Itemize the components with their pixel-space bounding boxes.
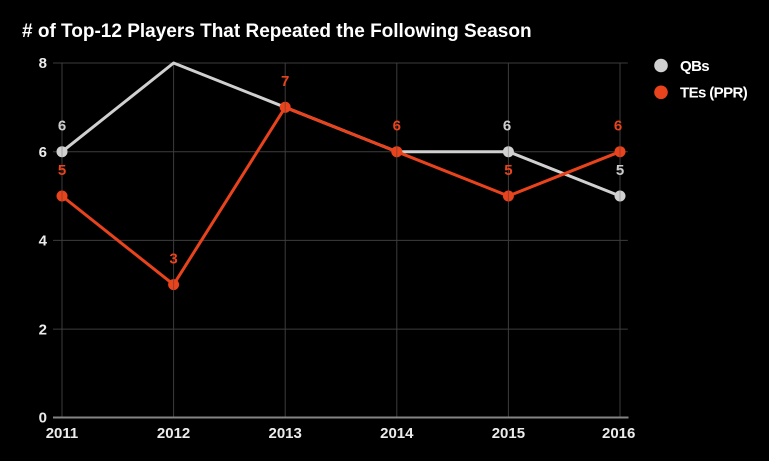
svg-text:5: 5 — [616, 162, 624, 179]
svg-text:# of Top-12 Players That Repea: # of Top-12 Players That Repeated the Fo… — [22, 21, 532, 42]
svg-text:2012: 2012 — [157, 425, 190, 442]
svg-text:6: 6 — [393, 118, 401, 135]
svg-text:3: 3 — [169, 250, 177, 267]
svg-text:6: 6 — [614, 118, 622, 135]
svg-text:2015: 2015 — [492, 425, 525, 442]
svg-text:2: 2 — [39, 321, 47, 338]
svg-text:2011: 2011 — [46, 425, 79, 442]
svg-text:5: 5 — [58, 162, 66, 179]
svg-text:QBs: QBs — [680, 58, 709, 75]
svg-text:6: 6 — [503, 118, 511, 135]
svg-text:2014: 2014 — [380, 425, 414, 442]
svg-text:TEs (PPR): TEs (PPR) — [680, 85, 748, 102]
svg-text:2013: 2013 — [269, 425, 302, 442]
svg-text:6: 6 — [39, 144, 47, 161]
svg-text:4: 4 — [39, 233, 48, 250]
svg-text:7: 7 — [281, 73, 289, 90]
svg-text:6: 6 — [58, 118, 66, 135]
svg-text:0: 0 — [39, 410, 47, 427]
svg-text:2016: 2016 — [602, 425, 635, 442]
svg-text:5: 5 — [504, 162, 512, 179]
svg-text:8: 8 — [39, 55, 47, 72]
